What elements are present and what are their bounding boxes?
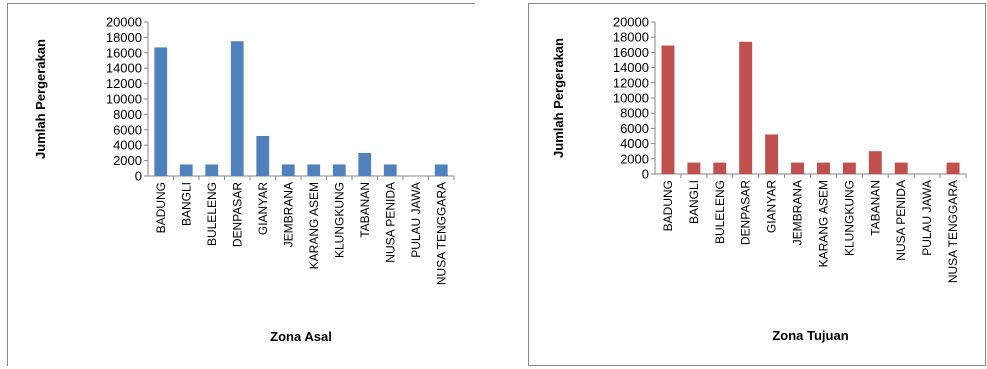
x-tick-label: JEMBRANA bbox=[281, 182, 295, 247]
bar-karang-asem bbox=[307, 164, 321, 176]
x-tick-label: GIANYAR bbox=[765, 180, 779, 233]
bar-gianyar bbox=[765, 134, 779, 174]
x-tick-label: PULAU JAWA bbox=[920, 180, 934, 256]
x-tick-label: KARANG ASEM bbox=[307, 182, 321, 269]
y-tick-label: 12000 bbox=[106, 76, 142, 91]
x-tick-label: DENPASAR bbox=[230, 182, 244, 247]
y-tick-label: 10000 bbox=[613, 91, 649, 106]
bar-badung bbox=[154, 47, 168, 176]
y-tick-label: 18000 bbox=[613, 30, 649, 45]
x-tick-label: NUSA PENIDA bbox=[894, 180, 908, 261]
x-tick-label: JEMBRANA bbox=[791, 180, 805, 245]
bar-chart-zona-asal: 0200040006000800010000120001400016000180… bbox=[33, 15, 455, 344]
x-tick-label: KLUNGKUNG bbox=[332, 182, 346, 258]
bar-denpasar bbox=[230, 41, 244, 176]
x-tick-label: KARANG ASEM bbox=[816, 180, 830, 267]
x-tick-label: BULELENG bbox=[713, 180, 727, 244]
y-axis-title: Jumlah Pergerakan bbox=[551, 38, 566, 158]
y-tick-label: 0 bbox=[135, 169, 142, 184]
x-tick-label: BANGLI bbox=[687, 180, 701, 224]
y-tick-label: 2000 bbox=[620, 151, 649, 166]
bar-chart-zona-tujuan: 0200040006000800010000120001400016000180… bbox=[551, 15, 967, 343]
bar-bangli bbox=[687, 162, 701, 174]
x-tick-label: BANGLI bbox=[179, 182, 193, 226]
x-tick-label: KLUNGKUNG bbox=[842, 180, 856, 256]
y-tick-label: 6000 bbox=[113, 122, 142, 137]
y-tick-label: 16000 bbox=[613, 45, 649, 60]
bar-nusa-penida bbox=[383, 164, 397, 176]
x-tick-label: BULELENG bbox=[205, 182, 219, 246]
bar-karang-asem bbox=[816, 162, 830, 174]
x-tick-label: NUSA TENGGARA bbox=[946, 180, 960, 283]
x-tick-label: TABANAN bbox=[358, 182, 372, 238]
chart-panel-zona-asal: 0 2000 4000 6000 8000 10000 12000 14000 16000 180… bbox=[7, 3, 475, 366]
y-tick-label: 6000 bbox=[620, 121, 649, 136]
x-tick-label: NUSA PENIDA bbox=[383, 182, 397, 263]
x-axis-title: Zona Asal bbox=[270, 329, 332, 344]
bar-nusa-tenggara bbox=[434, 164, 448, 176]
y-tick-label: 10000 bbox=[106, 92, 142, 107]
x-tick-label: BADUNG bbox=[154, 182, 168, 233]
y-tick-label: 2000 bbox=[113, 153, 142, 168]
x-tick-label: NUSA TENGGARA bbox=[434, 182, 448, 285]
bar-badung bbox=[661, 45, 675, 175]
bar-tabanan bbox=[358, 152, 372, 176]
bar-nusa-tenggara bbox=[946, 162, 960, 174]
bar-jembrana bbox=[791, 162, 805, 174]
y-tick-label: 12000 bbox=[613, 75, 649, 90]
y-axis-title: Jumlah Pergerakan bbox=[33, 39, 48, 159]
y-tick-label: 4000 bbox=[113, 138, 142, 153]
x-axis-title: Zona Tujuan bbox=[772, 328, 848, 343]
y-tick-label: 8000 bbox=[620, 106, 649, 121]
bar-klungkung bbox=[332, 164, 346, 176]
y-tick-label: 8000 bbox=[113, 107, 142, 122]
y-tick-label: 14000 bbox=[613, 60, 649, 75]
bar-tabanan bbox=[868, 151, 882, 174]
x-tick-label: GIANYAR bbox=[256, 182, 270, 235]
bar-buleleng bbox=[713, 162, 727, 174]
bar-bangli bbox=[179, 164, 193, 176]
x-tick-label: TABANAN bbox=[868, 180, 882, 236]
bar-denpasar bbox=[739, 41, 753, 175]
y-tick-label: 16000 bbox=[106, 45, 142, 60]
y-tick-label: 18000 bbox=[106, 30, 142, 45]
bar-buleleng bbox=[205, 164, 219, 176]
y-tick-label: 0 bbox=[642, 167, 649, 182]
y-tick-label: 20000 bbox=[106, 15, 142, 30]
y-tick-label: 14000 bbox=[106, 61, 142, 76]
bar-gianyar bbox=[256, 135, 270, 176]
x-tick-label: DENPASAR bbox=[739, 180, 753, 245]
x-tick-label: PULAU JAWA bbox=[409, 182, 423, 258]
y-tick-label: 20000 bbox=[613, 15, 649, 30]
bar-nusa-penida bbox=[894, 162, 908, 174]
bar-klungkung bbox=[842, 162, 856, 174]
y-tick-label: 4000 bbox=[620, 136, 649, 151]
bar-jembrana bbox=[281, 164, 295, 176]
chart-panel-zona-tujuan: 0 2000 4000 6000 8000 10000 12000 14000 16000 180… bbox=[528, 3, 986, 366]
x-tick-label: BADUNG bbox=[661, 180, 675, 231]
